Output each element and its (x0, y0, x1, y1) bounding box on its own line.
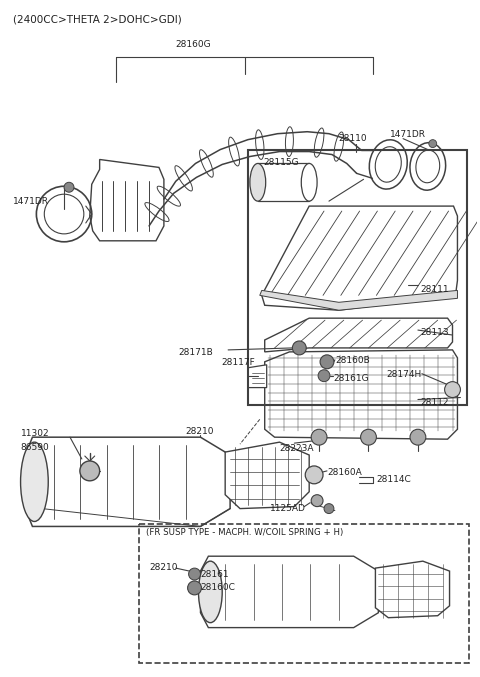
Circle shape (64, 182, 74, 192)
Ellipse shape (199, 561, 222, 623)
Text: 28110: 28110 (339, 133, 368, 143)
Circle shape (311, 495, 323, 506)
Text: 28210: 28210 (186, 427, 214, 436)
Text: (FR SUSP TYPE - MACPH. W/COIL SPRING + H): (FR SUSP TYPE - MACPH. W/COIL SPRING + H… (146, 529, 343, 538)
Ellipse shape (250, 163, 266, 201)
Polygon shape (264, 350, 457, 439)
Circle shape (320, 355, 334, 369)
Circle shape (188, 581, 202, 595)
Text: 28160C: 28160C (201, 583, 235, 592)
Text: 28160G: 28160G (176, 41, 211, 49)
Polygon shape (201, 556, 378, 628)
Text: 28115G: 28115G (264, 158, 300, 167)
Circle shape (311, 429, 327, 445)
Text: 28111: 28111 (420, 286, 448, 294)
Circle shape (80, 461, 100, 481)
Text: 11302: 11302 (21, 429, 49, 438)
Circle shape (305, 466, 323, 484)
Text: 1471DR: 1471DR (12, 197, 48, 206)
Text: 28210: 28210 (149, 563, 178, 572)
Text: 1125AD: 1125AD (270, 504, 306, 512)
Circle shape (410, 429, 426, 445)
Text: 28112: 28112 (420, 397, 448, 406)
Ellipse shape (301, 163, 317, 201)
Polygon shape (90, 160, 164, 241)
Circle shape (318, 370, 330, 382)
Polygon shape (258, 163, 309, 201)
Text: 28160A: 28160A (327, 468, 362, 477)
Ellipse shape (21, 442, 48, 521)
Polygon shape (262, 206, 457, 310)
Text: 28223A: 28223A (279, 444, 314, 453)
Text: 28174H: 28174H (386, 370, 421, 378)
Circle shape (292, 341, 306, 355)
Text: 28117F: 28117F (221, 358, 255, 367)
Polygon shape (248, 365, 267, 388)
Circle shape (444, 382, 460, 397)
Circle shape (189, 568, 201, 580)
Circle shape (429, 139, 437, 148)
Text: 28160B: 28160B (335, 356, 370, 365)
Circle shape (324, 504, 334, 514)
Polygon shape (375, 561, 450, 617)
Text: 28171B: 28171B (179, 348, 214, 357)
Polygon shape (24, 437, 230, 527)
Polygon shape (225, 442, 309, 508)
Text: 28113: 28113 (420, 328, 448, 337)
Text: (2400CC>THETA 2>DOHC>GDI): (2400CC>THETA 2>DOHC>GDI) (12, 15, 181, 24)
Text: 86590: 86590 (21, 443, 49, 452)
Polygon shape (264, 318, 453, 352)
Text: 28161: 28161 (201, 570, 229, 579)
Text: 1471DR: 1471DR (390, 130, 426, 139)
Text: 28161G: 28161G (333, 374, 369, 383)
Polygon shape (260, 290, 457, 310)
Circle shape (360, 429, 376, 445)
Text: 28114C: 28114C (376, 475, 411, 484)
